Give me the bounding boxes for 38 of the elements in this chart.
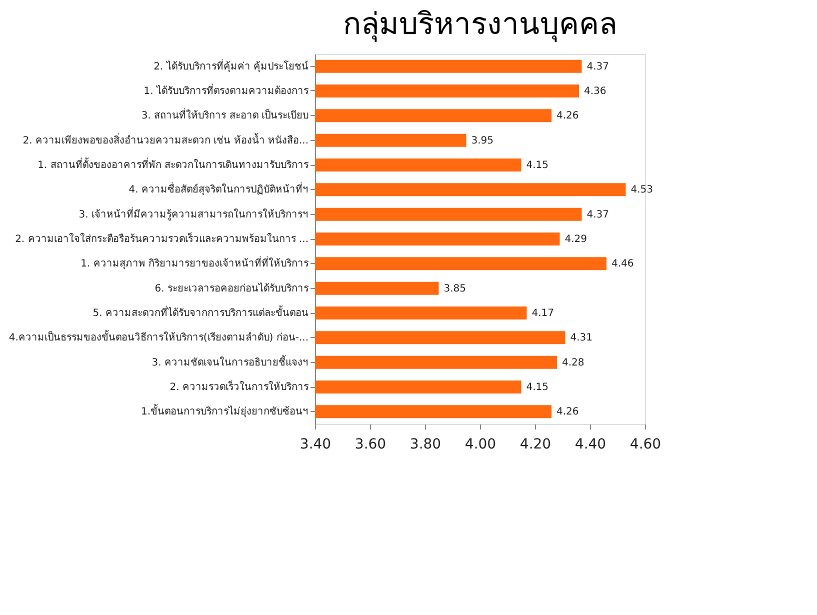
y-tick-label: 1. สถานที่ตั้งของอาคารที่พัก สะดวกในการเดินทางมารับบริการ: [38, 157, 310, 171]
x-tick-label: 4.00: [464, 436, 496, 452]
y-tick-label: 2. ได้รับบริการที่คุ้มค่า คุ้มประโยชน์: [154, 58, 308, 72]
y-tick-label: 3. ความชัดเจนในการอธิบายชี้แจงฯ: [152, 354, 308, 368]
y-tick-label: 6. ระยะเวลารอคอยก่อนได้รับบริการ: [154, 282, 310, 294]
data-label: 4.15: [526, 382, 549, 393]
y-tick-label: 4.ความเป็นธรรมของขั้นตอนวิธีการให้บริการ(เรียงตามลำดับ) ก่อน-...: [8, 330, 308, 344]
data-label: 4.26: [556, 110, 579, 122]
data-label: 4.37: [586, 209, 610, 220]
y-tick-label: 5. ความสะดวกที่ได้รับจากการบริการแต่ละขั้นตอน: [92, 305, 308, 319]
data-label: 4.29: [564, 234, 588, 245]
data-label: 4.53: [630, 184, 654, 196]
y-tick-label: 2. ความเพียงพอของสิ่งอำนวยความสะดวก เช่น ห้องน้ำ หนังสือ...: [22, 132, 308, 146]
y-tick-label: 4. ความซื่อสัตย์สุจริตในการปฏิบัติหน้าที่ฯ: [128, 182, 308, 196]
y-tick-label: 2. ความรวดเร็วในการให้บริการ: [170, 379, 310, 393]
data-label: 4.37: [586, 61, 610, 72]
x-tick-label: 4.60: [630, 436, 662, 452]
data-label: 3.85: [444, 283, 466, 294]
data-label: 4.15: [526, 160, 549, 171]
x-tick-label: 3.60: [354, 436, 386, 452]
data-label: 4.28: [562, 357, 584, 368]
y-tick-label: 3. เจ้าหน้าที่มีความรู้ความสามารถในการให้บริการฯ: [78, 206, 308, 220]
x-tick-label: 4.40: [574, 436, 606, 452]
y-tick-label: 1. ได้รับบริการที่ตรงตามความต้องการ: [144, 83, 310, 97]
y-tick-label: 2. ความเอาใจใส่กระตือรือร้นความรวดเร็วและความพร้อมในการ ...: [15, 231, 308, 245]
data-label: 4.17: [532, 308, 554, 319]
x-tick-label: 4.20: [520, 436, 552, 452]
data-label: 4.46: [612, 258, 634, 270]
data-label: 4.31: [570, 332, 593, 344]
y-tick-label: 1.ขั้นตอนการบริการไม่ยุ่งยากซับซ้อนฯ: [140, 404, 308, 418]
y-tick-label: 1. ความสุภาพ กิริยามารยาของเจ้าหน้าที่ที่ให้บริการ: [80, 256, 310, 270]
chart-title: กลุ่มบริหารงานบุคคล: [343, 7, 617, 43]
x-tick-label: 3.80: [410, 436, 442, 452]
x-tick-label: 3.40: [300, 436, 332, 452]
data-label: 4.26: [556, 406, 579, 418]
data-label: 4.36: [584, 86, 606, 97]
data-label: 3.95: [471, 135, 494, 146]
y-tick-label: 3. สถานที่ให้บริการ สะอาด เป็นระเบียบ: [141, 108, 308, 122]
